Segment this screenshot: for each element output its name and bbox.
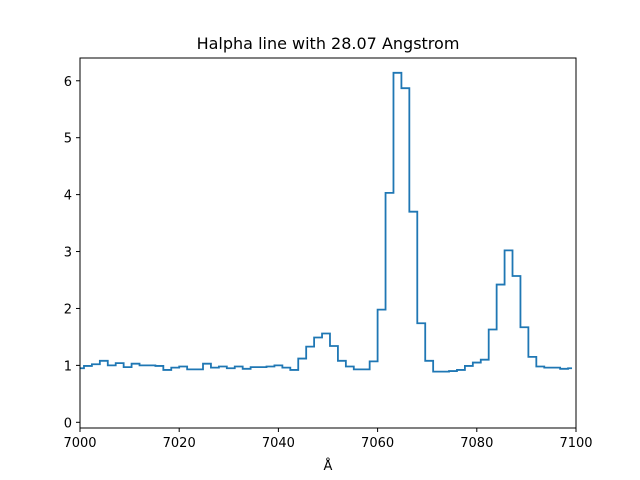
x-tick-label: 7020 — [163, 436, 196, 451]
chart-title: Halpha line with 28.07 Angstrom — [197, 34, 460, 53]
spectrum-series-line — [80, 71, 573, 373]
y-tick-label: 2 — [64, 302, 72, 317]
y-tick-label: 0 — [64, 416, 72, 431]
plot-area: 7000 7020 7040 7060 7080 7100 0 1 2 3 4 5 6 — [63, 71, 593, 451]
axes-frame — [79, 57, 577, 429]
y-tick-label: 3 — [64, 246, 72, 261]
x-tick-label: 7100 — [559, 436, 592, 451]
x-tick-label: 7040 — [262, 436, 295, 451]
y-tick-label: 6 — [64, 75, 72, 90]
y-tick-label: 1 — [64, 359, 72, 374]
y-tick-label: 5 — [64, 132, 72, 147]
x-tick-label: 7060 — [361, 436, 394, 451]
y-tick-label: 4 — [64, 189, 72, 204]
x-tick-label: 7080 — [460, 436, 493, 451]
x-tick-label: 7000 — [63, 436, 96, 451]
x-axis-label: Å — [324, 458, 333, 474]
